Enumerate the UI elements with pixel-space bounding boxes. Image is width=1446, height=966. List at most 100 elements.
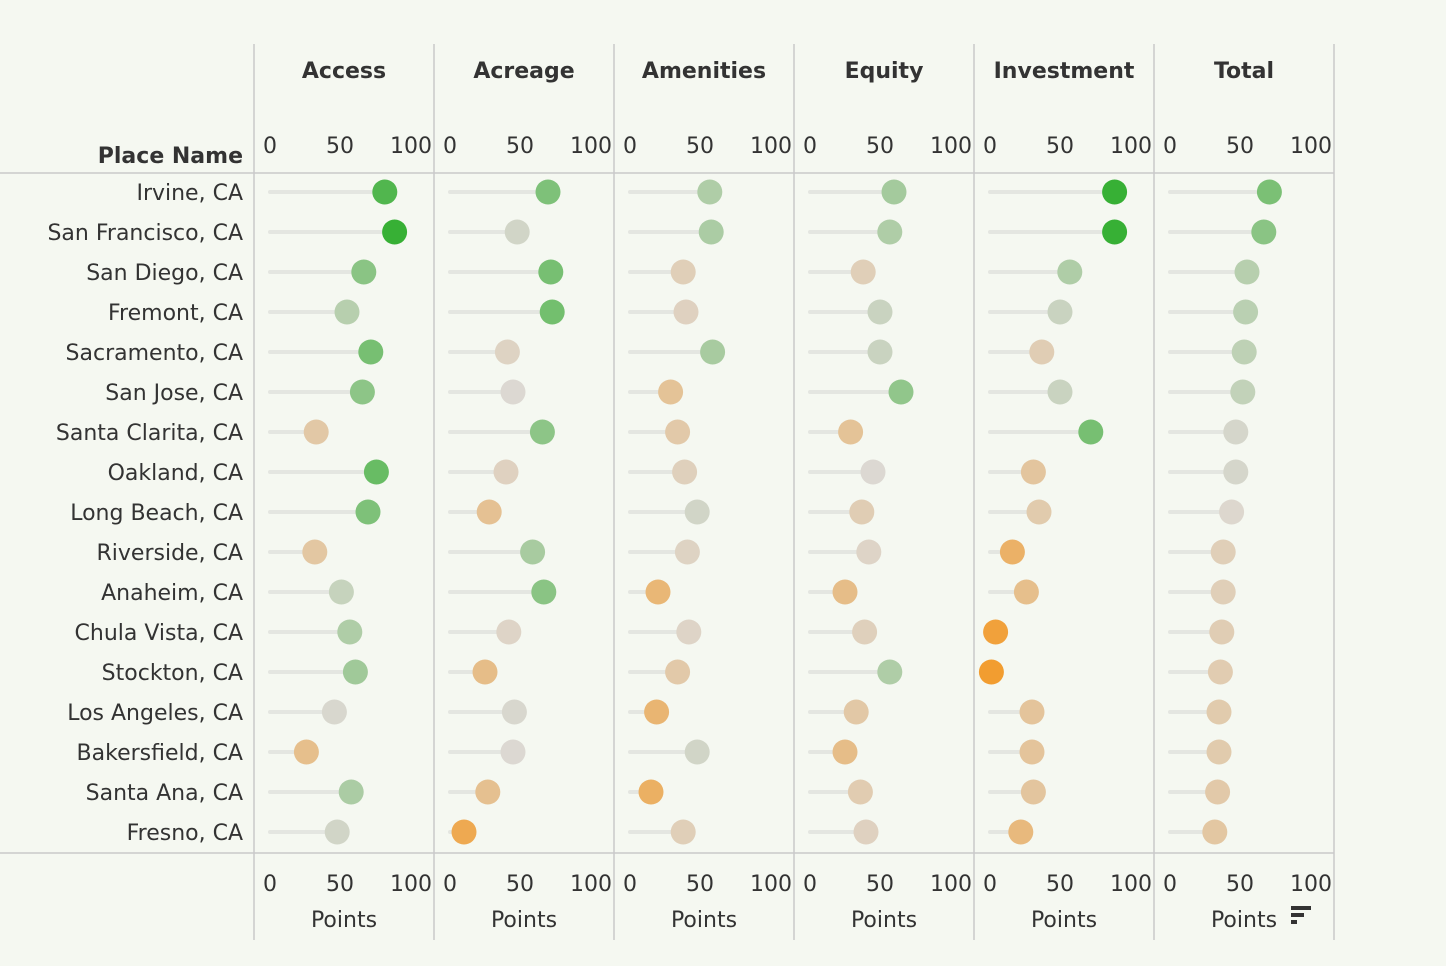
data-point <box>1210 579 1236 605</box>
row-label: Santa Clarita, CA <box>56 421 243 446</box>
data-point <box>1256 179 1282 205</box>
data-point <box>355 499 381 525</box>
data-point <box>501 699 527 725</box>
row-label: San Jose, CA <box>105 381 243 406</box>
data-point <box>1020 779 1046 805</box>
bottom-tick-label: 0 <box>803 872 817 897</box>
data-point <box>293 739 319 765</box>
top-tick-label: 50 <box>686 134 714 159</box>
column-title: Amenities <box>642 59 766 84</box>
data-point <box>539 299 565 325</box>
row-label: Los Angeles, CA <box>67 701 243 726</box>
data-point <box>1233 299 1259 325</box>
data-point <box>665 659 691 685</box>
data-point <box>334 299 360 325</box>
data-point <box>302 539 328 565</box>
data-point <box>676 619 702 645</box>
data-point <box>1047 299 1073 325</box>
top-tick-label: 100 <box>390 134 432 159</box>
grid-lines <box>0 44 1335 940</box>
bottom-tick-label: 0 <box>443 872 457 897</box>
top-tick-label: 50 <box>866 134 894 159</box>
x-axis-label: Points <box>1211 908 1277 933</box>
data-point <box>1219 499 1245 525</box>
bottom-tick-label: 100 <box>1110 872 1152 897</box>
data-point <box>658 379 684 405</box>
data-point <box>328 579 354 605</box>
top-tick-label: 100 <box>570 134 612 159</box>
data-point <box>867 299 893 325</box>
data-point <box>1209 619 1235 645</box>
data-point <box>1057 259 1083 285</box>
data-point <box>1251 219 1277 245</box>
data-point <box>672 459 698 485</box>
data-point <box>451 819 477 845</box>
data-point <box>1013 579 1039 605</box>
row-label: Stockton, CA <box>102 661 243 686</box>
data-point <box>1078 419 1104 445</box>
row-label: Santa Ana, CA <box>86 781 243 806</box>
data-point <box>1231 339 1257 365</box>
data-point <box>843 699 869 725</box>
place-name-header: Place Name <box>98 144 243 169</box>
data-point <box>493 459 519 485</box>
data-point <box>1019 699 1045 725</box>
column-title: Equity <box>845 59 924 84</box>
data-point <box>1230 379 1256 405</box>
data-point <box>496 619 522 645</box>
data-point <box>698 219 724 245</box>
data-point <box>1020 459 1046 485</box>
data-point <box>978 659 1004 685</box>
row-label: Oakland, CA <box>108 461 243 486</box>
data-point <box>324 819 350 845</box>
data-point <box>670 259 696 285</box>
row-label: San Francisco, CA <box>47 221 243 246</box>
top-tick-label: 100 <box>1290 134 1332 159</box>
data-point <box>494 339 520 365</box>
data-point <box>358 339 384 365</box>
top-tick-label: 0 <box>443 134 457 159</box>
bottom-axes: 0 50 100 Points 0 50 100 Points 0 50 100 Points 0 50 1… <box>263 872 1332 933</box>
bottom-tick-label: 100 <box>1290 872 1332 897</box>
data-point <box>351 259 377 285</box>
data-point <box>338 779 364 805</box>
data-point <box>644 699 670 725</box>
x-axis-label: Points <box>311 908 377 933</box>
data-point <box>849 499 875 525</box>
column-title: Acreage <box>473 59 574 84</box>
sort-icon[interactable] <box>1291 906 1311 924</box>
data-point <box>342 659 368 685</box>
bottom-tick-label: 100 <box>390 872 432 897</box>
row-label: Sacramento, CA <box>66 341 243 366</box>
data-point <box>665 419 691 445</box>
data-point <box>638 779 664 805</box>
row-label: Bakersfield, CA <box>77 741 243 766</box>
data-point <box>1019 739 1045 765</box>
data-point <box>877 659 903 685</box>
data-point <box>1210 539 1236 565</box>
bottom-tick-label: 0 <box>1163 872 1177 897</box>
bottom-tick-label: 0 <box>623 872 637 897</box>
row-label: Chula Vista, CA <box>75 621 243 646</box>
data-point <box>475 779 501 805</box>
bottom-tick-label: 100 <box>930 872 972 897</box>
bottom-tick-label: 50 <box>506 872 534 897</box>
data-point <box>1026 499 1052 525</box>
data-point <box>472 659 498 685</box>
data-point <box>535 179 561 205</box>
data-point <box>337 619 363 645</box>
data-point <box>1207 659 1233 685</box>
data-point <box>877 219 903 245</box>
data-point <box>670 819 696 845</box>
top-tick-label: 100 <box>750 134 792 159</box>
column-headers: Place Name Access 0 50 100 Acreage 0 50 100 Amen… <box>98 59 1332 169</box>
data-point <box>684 739 710 765</box>
data-point <box>476 499 502 525</box>
data-point <box>673 299 699 325</box>
bottom-tick-label: 100 <box>750 872 792 897</box>
data-point <box>674 539 700 565</box>
data-point <box>999 539 1025 565</box>
data-point <box>1008 819 1034 845</box>
bottom-tick-label: 0 <box>263 872 277 897</box>
